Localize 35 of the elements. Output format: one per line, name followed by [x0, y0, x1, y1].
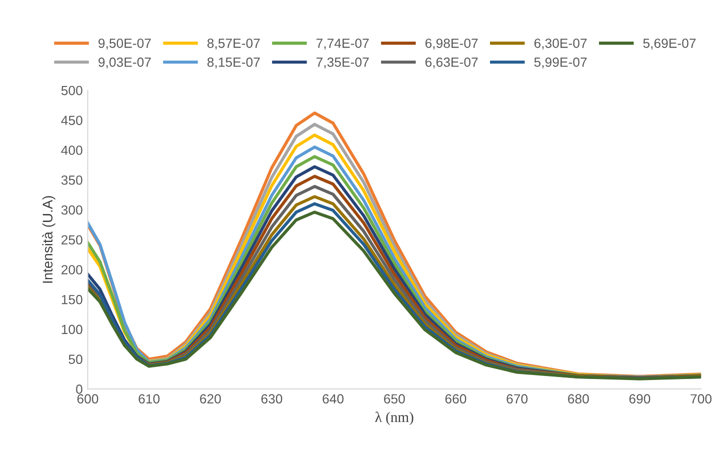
y-tick-label: 400	[61, 146, 82, 155]
y-tick-label: 200	[62, 265, 82, 274]
legend-label: 6,98E-07	[425, 38, 478, 50]
x-tick-label: 630	[261, 394, 282, 404]
legend-label: 9,03E-07	[98, 58, 151, 68]
y-tick-label: 250	[62, 235, 82, 245]
legend-label: 6,63E-07	[425, 58, 478, 68]
legend-label: 5,99E-07	[534, 58, 587, 68]
legend-label: 8,15E-07	[207, 58, 260, 68]
legend-label: 6,30E-07	[534, 38, 587, 50]
legend-label: 8,57E-07	[207, 38, 260, 50]
y-tick-label: 450	[61, 116, 82, 126]
x-tick-label: 680	[568, 394, 589, 404]
y-tick-label: 0	[76, 384, 82, 394]
y-tick-label: 300	[61, 205, 82, 215]
x-tick-label: 660	[445, 394, 466, 404]
y-tick-label: 350	[61, 175, 82, 185]
y-tick-label: 100	[62, 324, 82, 334]
x-tick-label: 610	[138, 394, 160, 404]
x-tick-label: 640	[322, 394, 344, 404]
legend-label: 7,35E-07	[316, 58, 369, 68]
y-tick-label: 500	[61, 86, 82, 96]
x-tick-label: 690	[629, 394, 650, 404]
x-axis-title: λ (nm)	[375, 412, 414, 426]
y-axis-title: Intensità (U.A)	[42, 196, 56, 283]
legend-label: 9,50E-07	[98, 38, 151, 50]
legend-label: 5,69E-07	[643, 38, 696, 50]
x-tick-label: 650	[384, 394, 405, 404]
x-tick-label: 670	[506, 394, 528, 404]
x-tick-label: 620	[200, 394, 221, 404]
y-tick-label: 150	[62, 294, 82, 304]
y-tick-label: 50	[68, 354, 82, 364]
legend-label: 7,74E-07	[316, 38, 369, 50]
x-tick-label: 700	[690, 394, 712, 404]
x-tick-label: 600	[77, 394, 98, 404]
